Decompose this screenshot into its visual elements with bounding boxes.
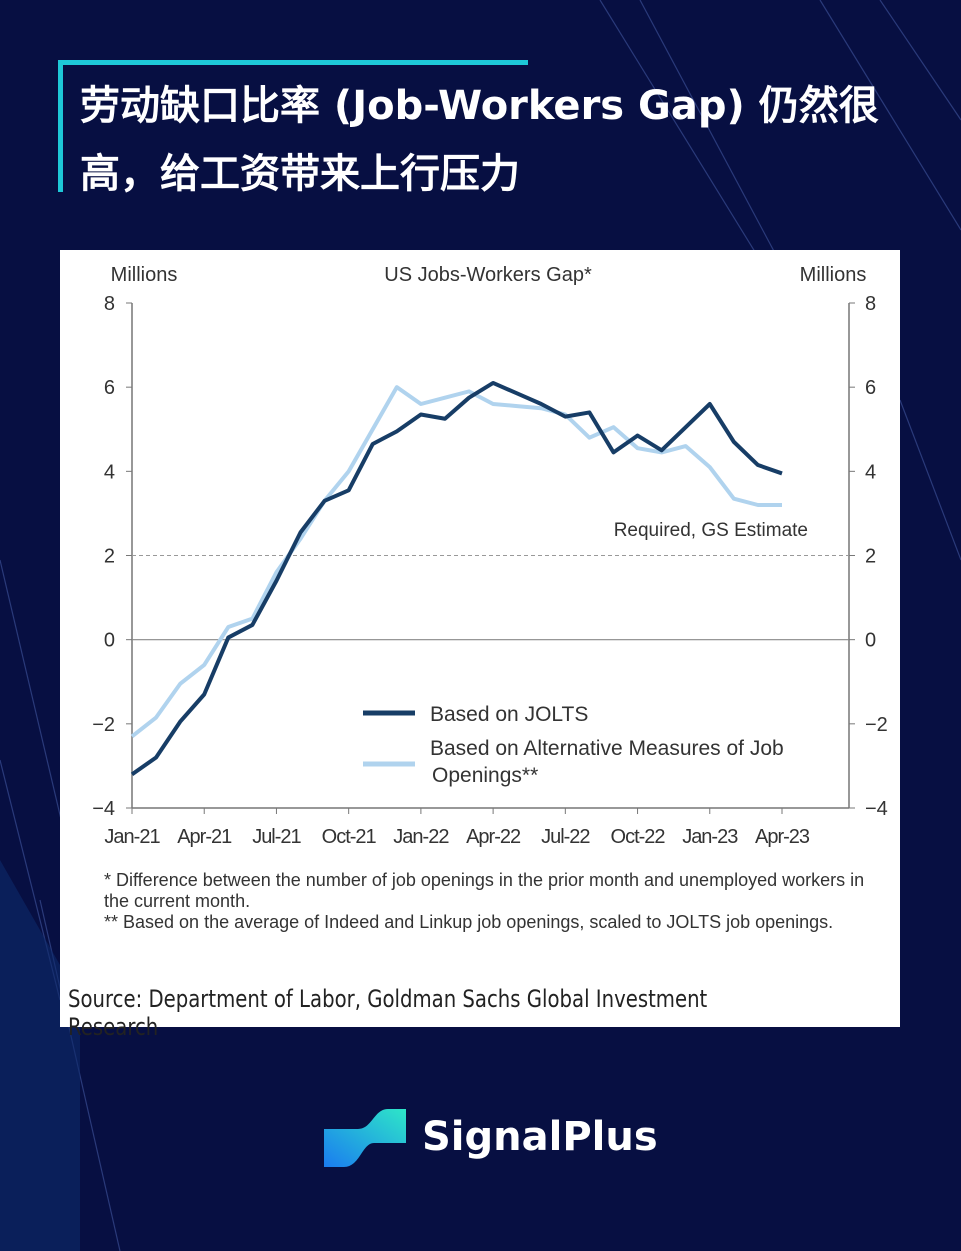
chart-panel: Millions Millions US Jobs-Workers Gap* −4 −4… [60,250,900,1041]
y-tick-label-left: 0 [104,630,115,652]
legend-label-jolts: Based on JOLTS [430,703,588,726]
jobs-workers-gap-chart: Millions Millions US Jobs-Workers Gap* −4 −4… [92,264,888,848]
title-frame [58,60,528,192]
y-tick-label-left: −4 [92,798,115,820]
footnote-2: ** Based on the average of Indeed and Li… [104,912,834,932]
brand-name: SignalPlus [422,1114,658,1160]
signalplus-logo-icon [324,1109,406,1167]
series-line-alt [130,385,782,739]
reference-label: Required, GS Estimate [614,520,808,541]
x-tick-label: Apr-23 [755,826,810,848]
signalplus-logo: SignalPlus [322,1105,658,1169]
legend-label-alt-line2: Openings** [432,764,538,787]
x-tick-label: Jan-23 [682,826,738,848]
page-title: 劳动缺口比率 (Job-Workers Gap) 仍然很高，给工资带来上行压力 [80,83,879,197]
y-tick-label-right: −2 [865,714,888,736]
y-tick-label-left: 4 [104,461,115,483]
y-tick-label-left: 6 [104,377,115,399]
x-tick-label: Apr-22 [466,826,521,848]
decor-line [599,0,761,261]
y-tick-label-right: 2 [865,546,876,568]
source-note: Source: Department of Labor, Goldman Sac… [68,985,708,1041]
y-tick-label-left: 2 [104,546,115,568]
y-tick-label-left: −2 [92,714,115,736]
decor-line [899,399,961,561]
x-tick-label: Jan-22 [393,826,449,848]
left-axis-label: Millions [111,264,178,286]
y-tick-label-right: −4 [865,798,888,820]
x-tick-label: Oct-22 [611,826,666,848]
y-tick-label-right: 6 [865,377,876,399]
x-tick-label: Oct-21 [322,826,377,848]
x-tick-label: Apr-21 [177,826,232,848]
footnotes: * Difference between the number of job o… [104,870,874,933]
chart-title: US Jobs-Workers Gap* [384,264,592,286]
footnote-1: * Difference between the number of job o… [104,870,865,911]
series-line-jolts [130,380,783,776]
legend-label-alt-line1: Based on Alternative Measures of Job [430,737,784,760]
x-tick-label: Jul-21 [252,826,301,848]
decor-shape [0,860,80,1251]
y-tick-label-left: 8 [104,293,115,315]
x-tick-label: Jul-22 [541,826,590,848]
legend-label-alt: Based on Alternative Measures of Job Open… [430,737,784,787]
y-tick-label-right: 0 [865,630,876,652]
decor-line [879,0,961,121]
decor-line [819,0,961,231]
y-tick-label-right: 4 [865,461,876,483]
y-tick-label-right: 8 [865,293,876,315]
right-axis-label: Millions [800,264,867,286]
x-tick-label: Jan-21 [104,826,160,848]
